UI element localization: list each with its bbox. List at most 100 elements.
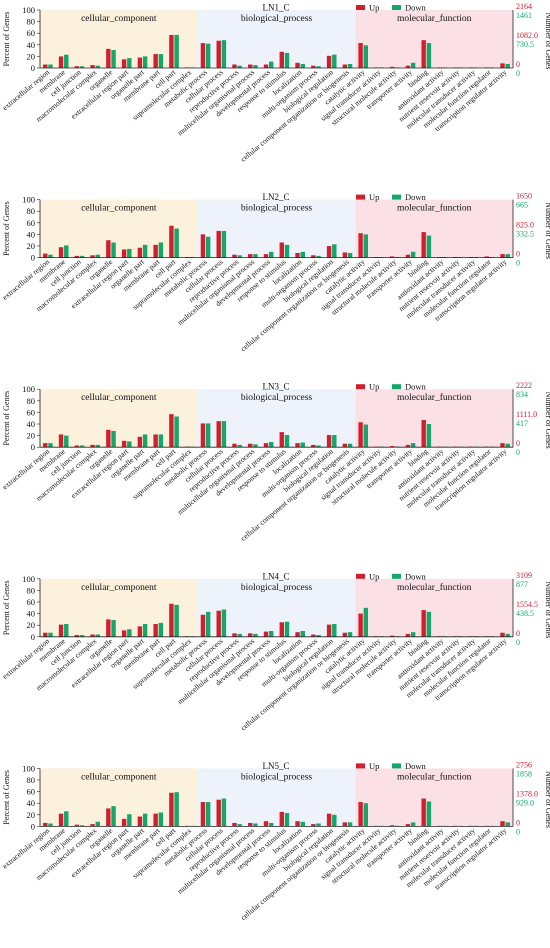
bar-down	[253, 823, 258, 827]
bar-up	[484, 256, 489, 258]
bar-up	[326, 55, 332, 68]
category-label: cellular_component	[81, 393, 157, 403]
bar-down	[111, 806, 116, 827]
bar-down	[316, 823, 321, 827]
y-tick-label: 40	[27, 229, 36, 239]
y-axis-title: Percent of Genes	[2, 201, 11, 256]
bar-down	[142, 813, 148, 827]
right-tick-up-label: 1650	[516, 192, 532, 201]
category-band-molecular_function	[355, 389, 513, 448]
bar-down	[221, 609, 227, 637]
category-label: cellular_component	[81, 14, 157, 24]
bar-down	[300, 442, 305, 448]
bar-down	[269, 441, 274, 448]
right-axis-title: Number of Genes	[544, 771, 550, 828]
category-label: biological_process	[241, 393, 313, 403]
bar-down	[237, 444, 242, 448]
bar-up	[90, 824, 95, 827]
right-tick-down-label: 417	[516, 419, 528, 428]
y-tick-label: 100	[22, 195, 35, 205]
category-label: biological_process	[241, 14, 313, 24]
right-tick-up-label: 0	[516, 818, 520, 827]
bar-down	[347, 252, 353, 258]
right-tick-down-label: 834	[516, 390, 528, 399]
y-tick-label: 100	[22, 763, 35, 773]
bar-down	[95, 821, 100, 827]
y-tick-label: 0	[31, 63, 35, 73]
legend-up-swatch	[356, 573, 365, 579]
bar-up	[232, 64, 237, 68]
y-tick-label: 60	[27, 407, 36, 417]
category-label: cellular_component	[81, 204, 157, 214]
bar-down	[205, 236, 211, 258]
bar-up	[326, 246, 332, 258]
y-axis-title: Percent of Genes	[2, 391, 11, 446]
right-tick-down-label: 877	[516, 580, 528, 589]
bar-up	[311, 444, 316, 448]
bar-down	[221, 421, 227, 448]
right-tick-down-label: 332.5	[516, 230, 534, 239]
bar-up	[58, 624, 64, 637]
bar-up	[405, 824, 411, 827]
y-tick-label: 80	[27, 17, 36, 27]
bar-down	[95, 444, 100, 448]
bar-down	[111, 430, 116, 448]
bar-down	[79, 255, 85, 258]
right-tick-down-label: 665	[516, 201, 528, 210]
bar-down	[142, 244, 148, 258]
bar-up	[153, 813, 158, 827]
bar-down	[79, 635, 85, 637]
bar-down	[111, 50, 116, 68]
y-axis-title: Percent of Genes	[2, 580, 11, 635]
right-tick-up-label: 0	[516, 629, 520, 638]
bar-up	[326, 624, 332, 637]
y-tick-label: 60	[27, 597, 36, 607]
bar-up	[500, 821, 505, 827]
bar-down	[237, 255, 242, 258]
bar-up	[106, 619, 111, 637]
bar-up	[58, 56, 64, 68]
right-tick-up-label: 1111.0	[516, 410, 537, 419]
bar-up	[342, 252, 348, 258]
bar-down	[64, 245, 69, 258]
bar-down	[142, 624, 148, 637]
bar-down	[142, 434, 148, 448]
y-tick-label: 0	[31, 821, 35, 831]
bar-down	[316, 255, 321, 258]
bar-down	[158, 434, 164, 448]
bar-up	[200, 234, 206, 258]
category-label: cellular_component	[81, 772, 157, 782]
bar-down	[237, 633, 242, 637]
bar-down	[300, 821, 305, 827]
legend-up-label: Up	[369, 192, 379, 202]
right-tick-down-label: 0	[516, 69, 520, 78]
bar-down	[300, 251, 305, 258]
bar-up	[500, 254, 505, 258]
y-tick-label: 80	[27, 396, 36, 406]
bar-up	[137, 436, 143, 448]
right-tick-down-label: 929.0	[516, 798, 534, 807]
bar-down	[505, 443, 510, 448]
bar-up	[500, 63, 505, 68]
bar-down	[253, 254, 258, 258]
bar-down	[426, 235, 432, 258]
bar-up	[216, 40, 221, 68]
bar-up	[405, 254, 411, 258]
bar-down	[284, 813, 290, 827]
right-axis-title: Number of Genes	[544, 202, 550, 259]
bar-up	[295, 62, 300, 68]
category-label: molecular_function	[397, 203, 472, 214]
bar-down	[332, 244, 337, 258]
chart-panel-4: cellular_component biological_process mole…	[1, 571, 550, 733]
bar-down	[410, 632, 416, 637]
chart-title: LN4_C	[263, 571, 290, 581]
bar-up	[74, 255, 80, 258]
bar-down	[79, 445, 85, 448]
bar-up	[216, 230, 221, 258]
right-tick-up-label: 0	[516, 60, 520, 69]
bar-up	[500, 632, 505, 637]
y-tick-label: 20	[27, 241, 36, 251]
bar-down	[410, 822, 416, 827]
bar-up	[248, 254, 253, 258]
bar-down	[127, 441, 132, 448]
